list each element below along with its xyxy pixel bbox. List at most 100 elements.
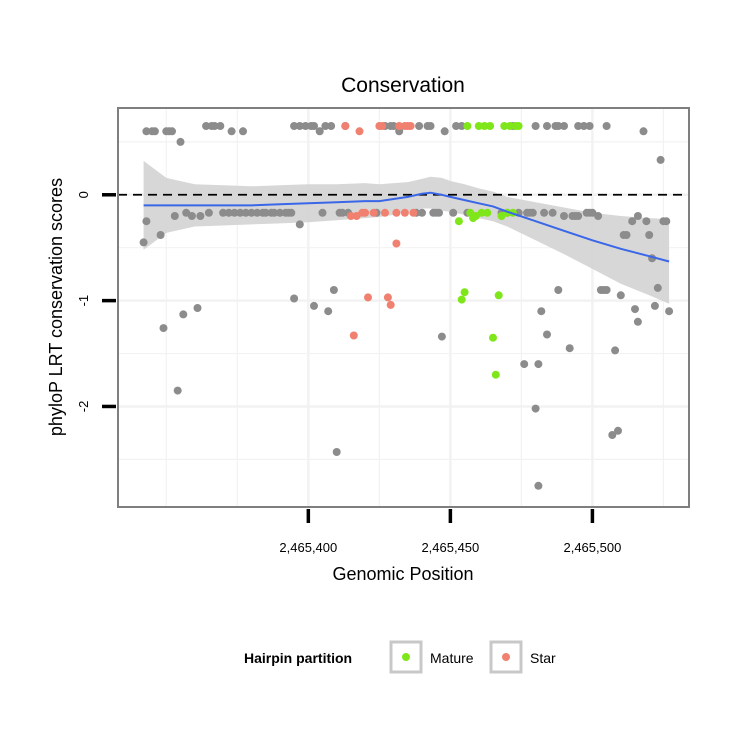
point-mature xyxy=(491,370,500,379)
confidence-band-area xyxy=(143,160,670,304)
point-mature xyxy=(483,208,492,217)
smooth-line xyxy=(143,191,670,263)
confidence-band xyxy=(143,160,670,304)
point-star xyxy=(383,293,392,302)
x-tick-label: 2,465,400 xyxy=(279,540,337,555)
point-other xyxy=(318,208,327,217)
x-tick-label: 2,465,450 xyxy=(421,540,479,555)
point-other xyxy=(389,122,398,130)
x-tick-label: 2,465,500 xyxy=(563,540,621,555)
point-star xyxy=(346,212,355,220)
point-other xyxy=(338,208,347,217)
point-other xyxy=(560,212,568,220)
chart-title: Conservation xyxy=(341,74,465,97)
point-star xyxy=(395,122,404,130)
point-other xyxy=(614,426,622,435)
point-other xyxy=(295,122,304,130)
smooth-trend-line xyxy=(143,191,670,263)
legend: Hairpin partition Mature Star xyxy=(244,640,556,674)
point-other xyxy=(310,122,318,130)
point-mature xyxy=(514,122,523,130)
point-other xyxy=(639,127,648,136)
point-other xyxy=(321,122,330,130)
point-other xyxy=(418,208,426,217)
point-other xyxy=(142,127,151,136)
point-other xyxy=(642,217,651,226)
point-other xyxy=(329,286,338,294)
point-other xyxy=(236,208,245,217)
point-other xyxy=(176,137,185,146)
point-other xyxy=(574,212,583,220)
point-mature xyxy=(457,295,466,304)
point-other xyxy=(608,431,617,439)
point-star xyxy=(361,208,370,217)
point-other xyxy=(585,122,594,130)
point-other xyxy=(534,360,543,369)
point-mature xyxy=(506,122,514,130)
point-star xyxy=(392,208,401,217)
point-other xyxy=(628,217,637,226)
point-other xyxy=(650,301,659,310)
point-other xyxy=(241,208,250,217)
point-other xyxy=(261,208,270,217)
point-star xyxy=(406,122,415,130)
point-mature xyxy=(477,208,486,217)
point-other xyxy=(435,208,443,217)
point-other xyxy=(230,208,239,217)
point-other xyxy=(665,307,674,316)
point-other xyxy=(290,294,299,303)
point-other xyxy=(239,127,247,136)
point-star xyxy=(369,208,378,217)
point-other xyxy=(531,122,540,130)
point-other xyxy=(633,212,642,220)
point-other xyxy=(170,212,179,220)
point-mature xyxy=(474,122,483,130)
point-other xyxy=(457,122,466,130)
point-other xyxy=(537,307,546,316)
point-star xyxy=(386,300,395,309)
point-other xyxy=(219,208,228,217)
point-star xyxy=(349,331,358,340)
point-other xyxy=(633,317,642,326)
data-points xyxy=(139,122,674,490)
y-tick-label: -2 xyxy=(76,401,91,413)
point-other xyxy=(622,231,631,239)
point-other xyxy=(224,208,233,217)
point-mature xyxy=(480,122,489,130)
point-other xyxy=(415,122,424,130)
legend-label-star: Star xyxy=(530,650,556,666)
point-other xyxy=(179,310,188,319)
point-other xyxy=(531,404,540,413)
point-star xyxy=(378,122,387,130)
point-other xyxy=(534,481,543,490)
point-other xyxy=(449,208,458,217)
point-other xyxy=(631,305,639,314)
point-other xyxy=(247,208,256,217)
point-other xyxy=(565,344,574,353)
point-other xyxy=(315,127,324,136)
point-other xyxy=(645,231,654,239)
point-star xyxy=(381,208,389,217)
point-other xyxy=(437,332,446,341)
x-axis-label: Genomic Position xyxy=(332,564,473,584)
point-star xyxy=(392,239,401,248)
point-other xyxy=(295,220,304,229)
plot-panel-border xyxy=(117,107,690,508)
point-other xyxy=(543,122,551,130)
point-star xyxy=(341,122,350,130)
point-star xyxy=(355,127,364,136)
point-mature xyxy=(486,122,495,130)
point-mature xyxy=(463,122,472,130)
point-other xyxy=(426,122,435,130)
point-other xyxy=(554,286,563,294)
point-other xyxy=(202,122,211,130)
point-other xyxy=(332,448,341,456)
point-other xyxy=(520,360,529,369)
y-tick-label: 0 xyxy=(76,191,91,198)
point-other xyxy=(310,301,318,310)
point-other xyxy=(611,346,620,355)
point-star xyxy=(400,208,409,217)
point-other xyxy=(168,127,176,136)
point-mature xyxy=(454,217,463,226)
point-mature xyxy=(489,333,497,342)
